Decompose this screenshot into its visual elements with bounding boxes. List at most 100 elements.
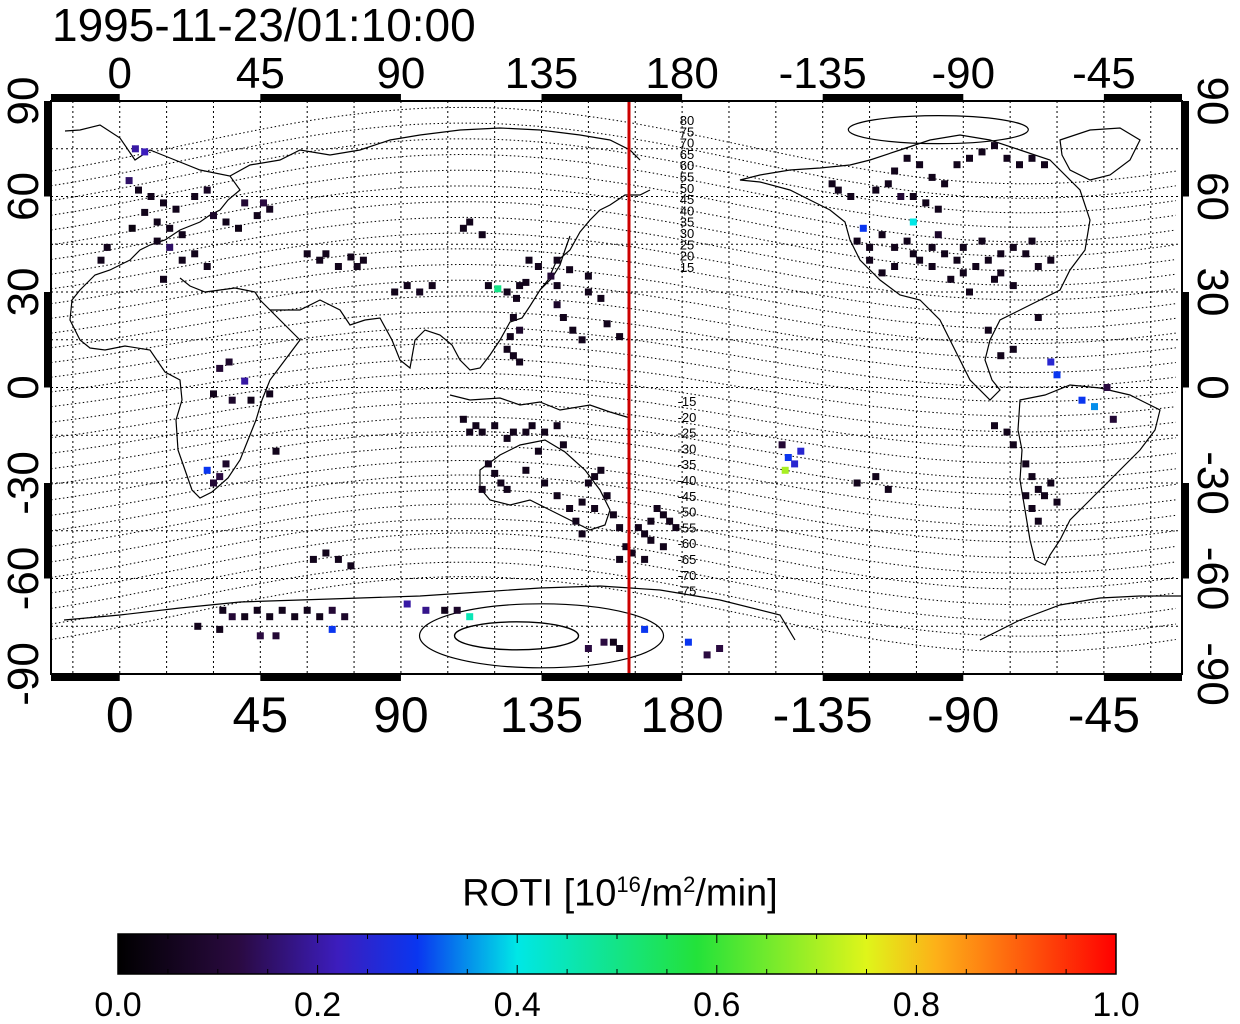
roti-data-point (509, 314, 517, 321)
left-lat-tick-label: 30 (0, 268, 48, 317)
roti-data-point (428, 282, 436, 290)
roti-data-point (997, 269, 1005, 277)
roti-data-point (672, 524, 680, 532)
roti-data-point (972, 263, 980, 270)
roti-data-point (884, 485, 892, 493)
contour-line (51, 416, 1176, 480)
roti-data-point (872, 473, 880, 481)
contour-line (51, 263, 1176, 330)
roti-data-point (322, 250, 330, 258)
roti-data-point (797, 447, 805, 455)
roti-data-point (222, 460, 230, 468)
roti-data-point (509, 352, 517, 360)
roti-data-point (703, 651, 711, 659)
roti-data-point (578, 336, 586, 344)
frame-band (260, 94, 401, 100)
roti-data-point (584, 479, 592, 487)
roti-data-point (616, 555, 624, 563)
coastlines (63, 124, 1182, 641)
roti-data-point (584, 272, 592, 280)
roti-data-point (303, 606, 311, 614)
roti-data-point (584, 288, 592, 296)
roti-data-point (222, 218, 230, 226)
right-lat-tick-label: 90 (1188, 77, 1237, 126)
roti-data-point (103, 243, 111, 251)
roti-data-point (516, 326, 524, 334)
coastline-japan (539, 235, 571, 291)
map-frame (50, 100, 1183, 675)
roti-data-point (391, 288, 399, 296)
roti-data-point (1028, 505, 1036, 512)
roti-data-point (191, 250, 199, 258)
roti-data-point (872, 186, 880, 194)
roti-data-point (903, 237, 911, 245)
left-lat-tick-label: 90 (0, 77, 48, 126)
bottom-lon-tick-label: 0 (106, 687, 134, 743)
contour-label: 75 (680, 124, 694, 139)
roti-data-point (566, 505, 574, 512)
roti-data-point (1047, 358, 1055, 366)
roti-data-point (1022, 492, 1030, 500)
roti-data-point (503, 288, 511, 296)
roti-data-point (616, 524, 624, 532)
contour-label: 50 (680, 181, 694, 196)
roti-data-point (334, 555, 342, 563)
contour-label: 30 (680, 226, 694, 241)
roti-data-point (659, 511, 667, 519)
contour-label: -20 (678, 410, 697, 425)
roti-data-point (891, 167, 899, 175)
roti-data-point (210, 212, 217, 220)
roti-data-point (494, 285, 502, 293)
roti-data-point (591, 473, 599, 481)
bottom-lon-tick-label: 90 (373, 687, 429, 743)
roti-data-point (1047, 256, 1055, 264)
contour-label: 15 (680, 260, 694, 275)
roti-data-point (1009, 243, 1017, 251)
roti-data-point (178, 231, 186, 239)
frame-band (541, 675, 683, 681)
roti-data-point (166, 224, 174, 232)
roti-data-point (634, 524, 642, 532)
roti-data-point (291, 613, 299, 621)
roti-data-point (603, 492, 611, 500)
roti-data-point (566, 266, 574, 274)
roti-data-point (941, 250, 949, 258)
roti-data-point (916, 161, 924, 169)
right-lat-tick-label: 60 (1188, 172, 1237, 221)
right-lat-tick-label: 0 (1188, 375, 1237, 399)
roti-data-point (534, 263, 542, 270)
roti-data-point (847, 193, 855, 200)
frame-band (1183, 483, 1189, 579)
roti-data-point (647, 517, 655, 525)
roti-data-point (328, 606, 336, 614)
roti-data-point (513, 294, 520, 302)
right-lat-tick-label: -60 (1188, 547, 1237, 611)
frame-band (1183, 292, 1189, 388)
roti-data-point (1009, 441, 1017, 449)
roti-data-point (147, 193, 155, 200)
contour-label: -60 (678, 536, 697, 551)
frame-band (260, 675, 401, 681)
roti-data-point (459, 415, 467, 423)
top-lon-tick-label: -135 (779, 49, 867, 98)
roti-data-point (509, 428, 517, 436)
roti-data-point (947, 275, 955, 283)
contour-label: 65 (680, 147, 694, 162)
roti-data-point (928, 263, 936, 270)
roti-data-point (160, 199, 167, 207)
roti-data-point (1034, 263, 1042, 270)
roti-data-point (353, 263, 361, 270)
roti-data-point (616, 333, 624, 341)
roti-data-point (528, 422, 536, 430)
roti-data-point (256, 632, 264, 640)
roti-data-point (878, 231, 886, 239)
roti-data-point (160, 275, 167, 283)
roti-data-point (241, 199, 249, 207)
roti-data-point (260, 199, 267, 207)
contour-line (51, 153, 1176, 228)
contour-line (51, 358, 1176, 417)
roti-data-point (953, 256, 961, 264)
left-lat-tick-label: -60 (0, 547, 48, 611)
roti-data-point (466, 218, 474, 226)
roti-data-point (228, 613, 236, 621)
